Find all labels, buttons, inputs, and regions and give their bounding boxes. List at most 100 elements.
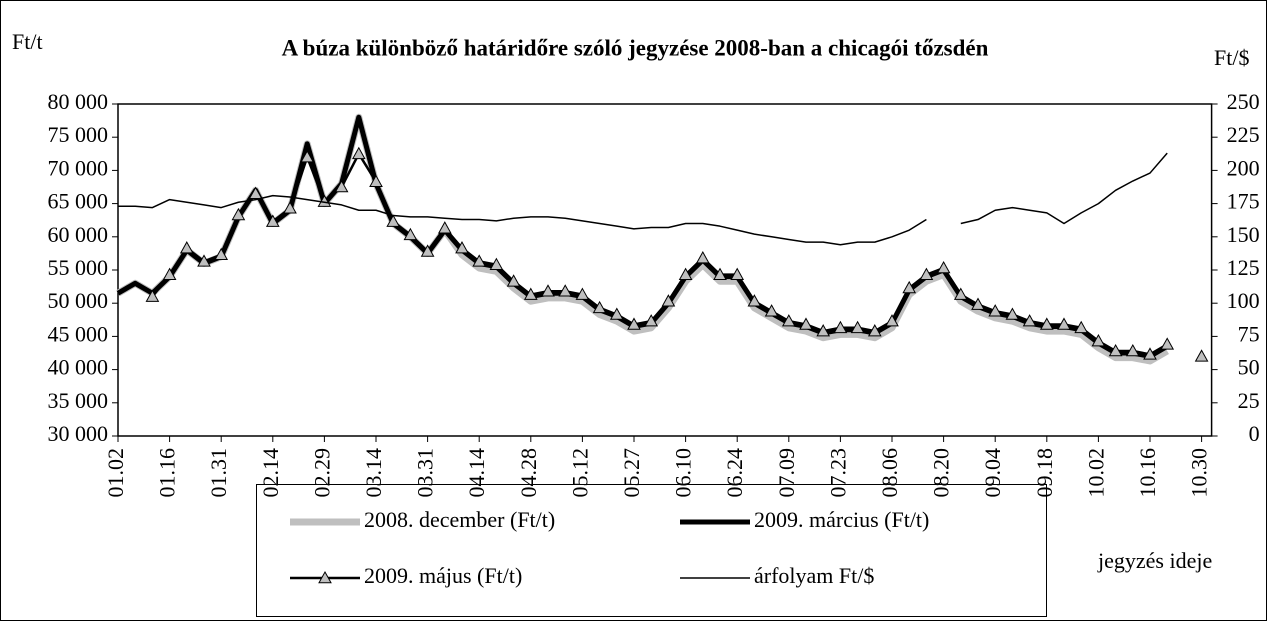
marker	[351, 146, 366, 160]
marker	[489, 257, 504, 270]
y-tick-label: 60 000	[48, 222, 109, 247]
x-tick-label: 10.16	[1135, 448, 1160, 498]
x-tick-label: 04.28	[516, 448, 541, 498]
series-line	[960, 152, 1168, 225]
y-axis-title: Ft/t	[12, 29, 43, 54]
x-tick-label: 07.23	[825, 448, 850, 498]
y-tick-label: 35 000	[48, 388, 109, 413]
y2-tick-label: 25	[1238, 388, 1260, 413]
marker	[231, 207, 246, 221]
y-tick-label: 75 000	[48, 122, 109, 147]
legend-label: 2009. március (Ft/t)	[754, 507, 929, 532]
x-tick-label: 03.31	[413, 448, 438, 498]
y2-tick-label: 250	[1227, 89, 1260, 114]
marker	[455, 241, 469, 254]
legend-label: 2009. május (Ft/t)	[364, 563, 522, 588]
marker	[644, 314, 659, 327]
x-tick-label: 10.30	[1187, 448, 1212, 498]
marker	[1108, 343, 1123, 357]
marker	[988, 304, 1003, 317]
y-tick-label: 80 000	[48, 89, 109, 114]
legend-label: árfolyam Ft/$	[754, 563, 874, 588]
x-axis-title: jegyzés ideje	[1097, 548, 1212, 573]
x-tick-label: 02.14	[258, 448, 283, 498]
marker	[885, 314, 899, 327]
marker	[1091, 334, 1106, 347]
y2-tick-label: 75	[1238, 321, 1260, 346]
marker	[627, 317, 641, 330]
marker	[575, 287, 590, 300]
marker	[197, 254, 211, 267]
y-tick-label: 45 000	[48, 321, 109, 346]
marker	[420, 244, 435, 257]
marker	[1160, 337, 1175, 350]
x-tick-label: 01.02	[103, 448, 128, 498]
x-tick-label: 06.24	[722, 448, 747, 498]
y2-tick-label: 100	[1227, 288, 1260, 313]
y2-axis-title: Ft/$	[1214, 45, 1249, 70]
x-tick-label: 01.31	[206, 448, 231, 498]
legend-marker	[318, 570, 332, 584]
marker	[902, 280, 917, 294]
marker	[730, 267, 745, 280]
marker	[1125, 343, 1140, 357]
marker	[609, 307, 624, 320]
marker	[1039, 317, 1054, 330]
marker	[179, 241, 194, 254]
y-tick-label: 70 000	[48, 155, 109, 180]
marker	[919, 267, 934, 280]
marker	[695, 251, 710, 264]
marker	[764, 304, 779, 317]
x-tick-label: 04.14	[464, 448, 489, 498]
marker	[1057, 317, 1071, 330]
chart-title: A búza különböző határidőre szóló jegyzé…	[282, 35, 989, 60]
marker	[506, 274, 521, 287]
x-tick-label: 07.09	[774, 448, 799, 498]
marker	[145, 289, 160, 302]
y-tick-label: 65 000	[48, 189, 109, 214]
marker	[1194, 349, 1209, 362]
marker	[713, 267, 727, 280]
marker	[317, 194, 332, 207]
x-tick-label: 08.20	[929, 448, 954, 498]
marker	[867, 324, 882, 337]
x-tick-label: 01.16	[155, 448, 180, 498]
marker	[541, 284, 555, 297]
x-tick-label: 10.02	[1083, 448, 1108, 498]
marker	[833, 320, 848, 334]
marker	[386, 214, 401, 227]
marker	[248, 186, 263, 199]
marker	[799, 317, 813, 330]
x-tick-label: 05.27	[619, 448, 644, 498]
y2-tick-label: 50	[1238, 355, 1260, 380]
marker	[265, 214, 280, 227]
marker	[334, 179, 349, 193]
marker	[661, 294, 676, 307]
y2-tick-label: 125	[1227, 255, 1260, 280]
marker	[850, 320, 865, 334]
marker	[678, 267, 693, 280]
marker	[971, 297, 985, 310]
y-tick-label: 30 000	[48, 421, 109, 446]
y2-tick-label: 200	[1227, 155, 1260, 180]
marker	[472, 254, 487, 267]
marker	[1074, 320, 1089, 334]
marker	[162, 267, 177, 280]
y2-tick-label: 175	[1227, 189, 1260, 214]
marker	[1005, 307, 1020, 320]
marker	[369, 174, 383, 187]
legend	[256, 484, 1047, 617]
y-tick-label: 40 000	[48, 355, 109, 380]
marker	[523, 287, 538, 300]
marker	[1022, 314, 1037, 327]
marker	[936, 260, 951, 274]
marker	[592, 300, 607, 314]
series-line	[118, 194, 927, 246]
marker	[953, 287, 968, 300]
marker	[437, 221, 452, 234]
marker	[283, 201, 297, 214]
y2-tick-label: 150	[1227, 222, 1260, 247]
marker	[781, 314, 796, 327]
x-tick-label: 09.04	[980, 448, 1005, 498]
